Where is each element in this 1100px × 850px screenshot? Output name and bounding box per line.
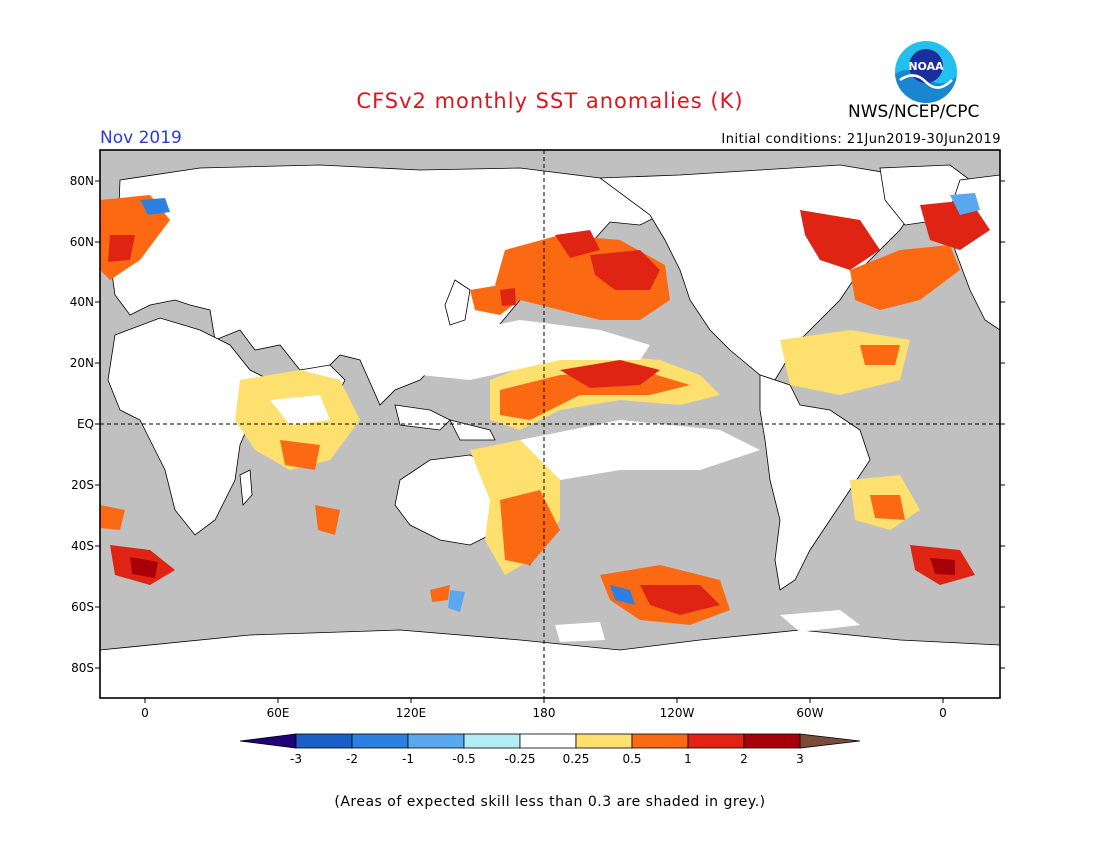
lon-label: 120E	[395, 706, 427, 720]
neutral-southern	[780, 610, 860, 632]
colorbar-swatch-lowest	[239, 733, 297, 749]
warm-anomaly-satl-west	[100, 505, 125, 530]
cool-anomaly-baffin	[140, 198, 170, 215]
colorbar-swatch	[687, 733, 745, 749]
colorbar-swatch	[519, 733, 577, 749]
warm-anomaly-natl	[850, 245, 960, 310]
colorbar-label: -3	[290, 752, 302, 766]
colorbar-label: 0.5	[622, 752, 642, 766]
orange-anomaly-indian	[280, 440, 320, 470]
noaa-logo-text: NOAA	[908, 60, 944, 73]
colorbar-swatch	[463, 733, 521, 749]
cool-anomaly-south-indian	[448, 590, 465, 612]
lat-label: 80S	[71, 661, 94, 675]
colorbar-swatch-highest	[799, 733, 861, 749]
neutral-indian	[270, 395, 330, 425]
hot-anomaly-npac	[590, 250, 660, 290]
darkred-anomaly-swindian	[130, 557, 158, 578]
lat-label: 60N	[69, 235, 94, 249]
colorbar-swatch	[631, 733, 689, 749]
cool-anomaly-labrador	[950, 193, 980, 215]
colorbar-swatch	[743, 733, 801, 749]
orange-anomaly-spac	[500, 490, 560, 565]
lat-label: 40S	[71, 539, 94, 553]
lat-label: 20N	[69, 356, 94, 370]
neutral-southern-2	[555, 622, 605, 642]
noaa-logo: NOAA	[895, 41, 957, 103]
colorbar-swatch	[407, 733, 465, 749]
hot-anomaly-japan	[500, 288, 516, 306]
hot-anomaly-bering	[555, 230, 600, 258]
colorbar-swatch	[575, 733, 633, 749]
orange-anomaly-tatl	[860, 345, 900, 365]
lat-label: EQ	[76, 417, 94, 431]
colorbar-label: -2	[346, 752, 358, 766]
axis-ticks	[95, 180, 1005, 703]
red-anomaly-cpac	[560, 360, 660, 388]
hot-anomaly-nesea	[920, 200, 990, 250]
lon-label: 180	[532, 706, 556, 720]
lat-label: 60S	[71, 600, 94, 614]
lat-label: 80N	[69, 174, 94, 188]
colorbar-label: -0.5	[452, 752, 476, 766]
neutral-band-npac	[420, 320, 650, 380]
colorbar-swatch	[295, 733, 353, 749]
colorbar-swatch	[351, 733, 409, 749]
colorbar-label: 0.25	[562, 752, 590, 766]
orange-anomaly-sindian	[315, 505, 340, 535]
colorbar-label: 2	[740, 752, 748, 766]
neutral-band-spac	[520, 420, 760, 480]
colorbar	[239, 733, 861, 749]
hot-anomaly-natl	[800, 210, 880, 270]
orange-anomaly-satl	[870, 495, 905, 520]
colorbar-label: -1	[402, 752, 414, 766]
anomaly-field	[100, 193, 990, 642]
darkred-anomaly-swatl	[930, 558, 955, 575]
land-masses	[100, 164, 1000, 698]
colorbar-label: 3	[796, 752, 804, 766]
cool-anomaly-sopac	[610, 585, 635, 605]
lon-label: 60W	[796, 706, 824, 720]
skill-footnote: (Areas of expected skill less than 0.3 a…	[334, 794, 766, 810]
colorbar-label: -0.25	[504, 752, 536, 766]
hot-anomaly-europe	[108, 235, 135, 262]
lon-label: 0	[939, 706, 947, 720]
forecast-month: Nov 2019	[100, 128, 182, 148]
initial-conditions: Initial conditions: 21Jun2019-30Jun2019	[721, 132, 1001, 147]
hot-anomaly-sopac	[640, 585, 720, 615]
agency-label: NWS/NCEP/CPC	[848, 102, 980, 122]
lon-label: 60E	[266, 706, 290, 720]
lat-label: 40N	[69, 295, 94, 309]
colorbar-label: 1	[684, 752, 692, 766]
lon-label: 120W	[659, 706, 695, 720]
lat-label: 20S	[71, 478, 94, 492]
chart-title: CFSv2 monthly SST anomalies (K)	[356, 89, 744, 113]
lon-label: 0	[141, 706, 149, 720]
orange-anomaly-south-indian	[430, 585, 450, 602]
